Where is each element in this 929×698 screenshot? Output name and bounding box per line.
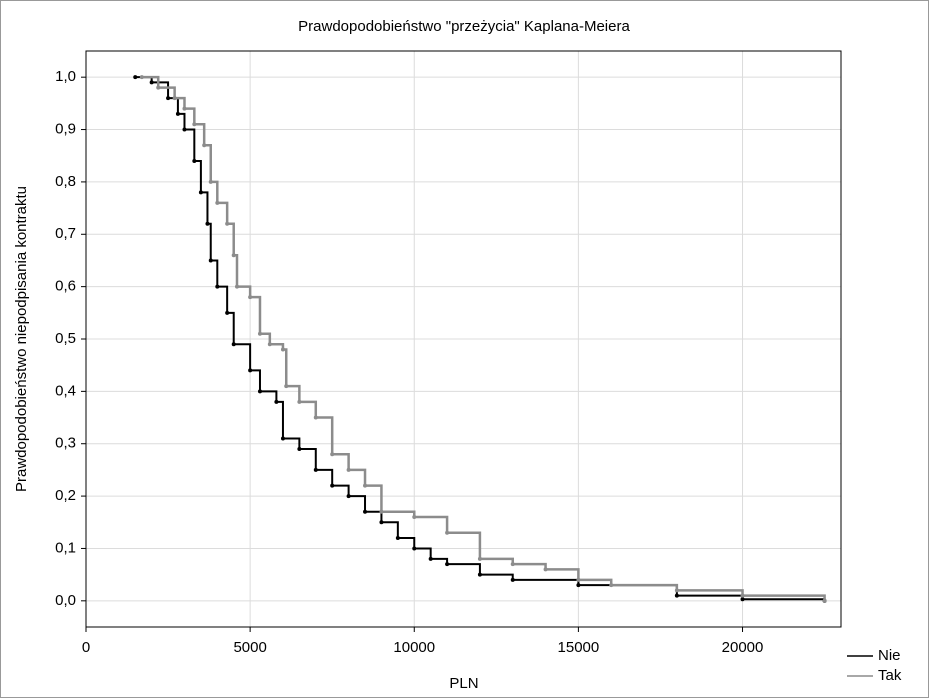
point xyxy=(543,567,548,572)
point xyxy=(609,583,614,588)
point xyxy=(477,572,482,577)
y-tick-label: 0,5 xyxy=(55,330,76,347)
point xyxy=(172,96,177,101)
point xyxy=(740,593,745,598)
point xyxy=(576,583,581,588)
point xyxy=(205,221,210,226)
point xyxy=(445,530,450,535)
y-axis-label: Prawdopodobieństwo niepodpisania kontrak… xyxy=(13,186,30,492)
y-tick-label: 0,3 xyxy=(55,435,76,452)
plot-area xyxy=(85,50,842,628)
x-tick-label: 15000 xyxy=(558,639,600,656)
point xyxy=(477,556,482,561)
point xyxy=(198,190,203,195)
point xyxy=(284,384,289,389)
point xyxy=(215,284,220,289)
point xyxy=(576,577,581,582)
point xyxy=(674,588,679,593)
point xyxy=(166,96,171,101)
y-tick-label: 0,2 xyxy=(55,487,76,504)
y-tick-label: 0,9 xyxy=(55,121,76,138)
point xyxy=(208,258,213,263)
y-tick-label: 0,1 xyxy=(55,539,76,556)
point xyxy=(215,200,220,205)
point xyxy=(313,467,318,472)
point xyxy=(235,284,239,289)
point xyxy=(280,436,285,441)
y-tick-label: 1,0 xyxy=(55,68,76,85)
point xyxy=(412,546,417,551)
x-tick-label: 5000 xyxy=(233,639,266,656)
point xyxy=(346,494,351,499)
point xyxy=(379,509,384,514)
point xyxy=(280,347,285,352)
point xyxy=(139,75,144,80)
legend-label: Nie xyxy=(878,647,901,664)
point xyxy=(175,111,180,116)
point xyxy=(674,593,679,598)
point xyxy=(412,515,417,520)
x-tick-label: 20000 xyxy=(722,639,764,656)
point xyxy=(379,520,384,525)
survival-line xyxy=(135,76,826,601)
point xyxy=(149,80,154,85)
legend-label: Tak xyxy=(878,667,902,684)
point xyxy=(297,399,302,404)
point xyxy=(192,158,197,163)
point xyxy=(363,483,368,488)
y-tick-label: 0,0 xyxy=(55,592,76,609)
point xyxy=(202,143,207,148)
point xyxy=(330,452,335,457)
point xyxy=(225,221,230,226)
point xyxy=(182,127,187,132)
y-tick-label: 0,8 xyxy=(55,173,76,190)
point xyxy=(445,562,450,567)
point xyxy=(133,75,138,80)
point xyxy=(313,415,318,420)
point xyxy=(257,331,262,336)
point xyxy=(192,122,197,127)
point xyxy=(822,598,827,603)
x-axis-label: PLN xyxy=(449,675,478,692)
point xyxy=(208,179,213,184)
chart-title: Prawdopodobieństwo "przeżycia" Kaplana-M… xyxy=(298,18,630,35)
point xyxy=(182,106,187,111)
x-tick-label: 10000 xyxy=(393,639,435,656)
point xyxy=(510,562,515,567)
point xyxy=(248,368,253,373)
y-tick-label: 0,6 xyxy=(55,278,76,295)
point xyxy=(363,509,368,514)
point xyxy=(510,577,515,582)
point xyxy=(231,253,236,258)
point xyxy=(330,483,335,488)
point xyxy=(395,535,400,540)
point xyxy=(257,389,262,394)
x-tick-label: 0 xyxy=(82,639,90,656)
point xyxy=(225,310,230,315)
y-tick-label: 0,4 xyxy=(55,382,76,399)
point xyxy=(297,446,302,451)
point xyxy=(248,295,253,300)
point xyxy=(346,467,351,472)
point xyxy=(156,85,161,90)
point xyxy=(231,342,236,347)
point xyxy=(428,556,433,561)
y-tick-label: 0,7 xyxy=(55,225,76,242)
point xyxy=(740,597,745,602)
point xyxy=(267,342,272,347)
point xyxy=(274,399,279,404)
